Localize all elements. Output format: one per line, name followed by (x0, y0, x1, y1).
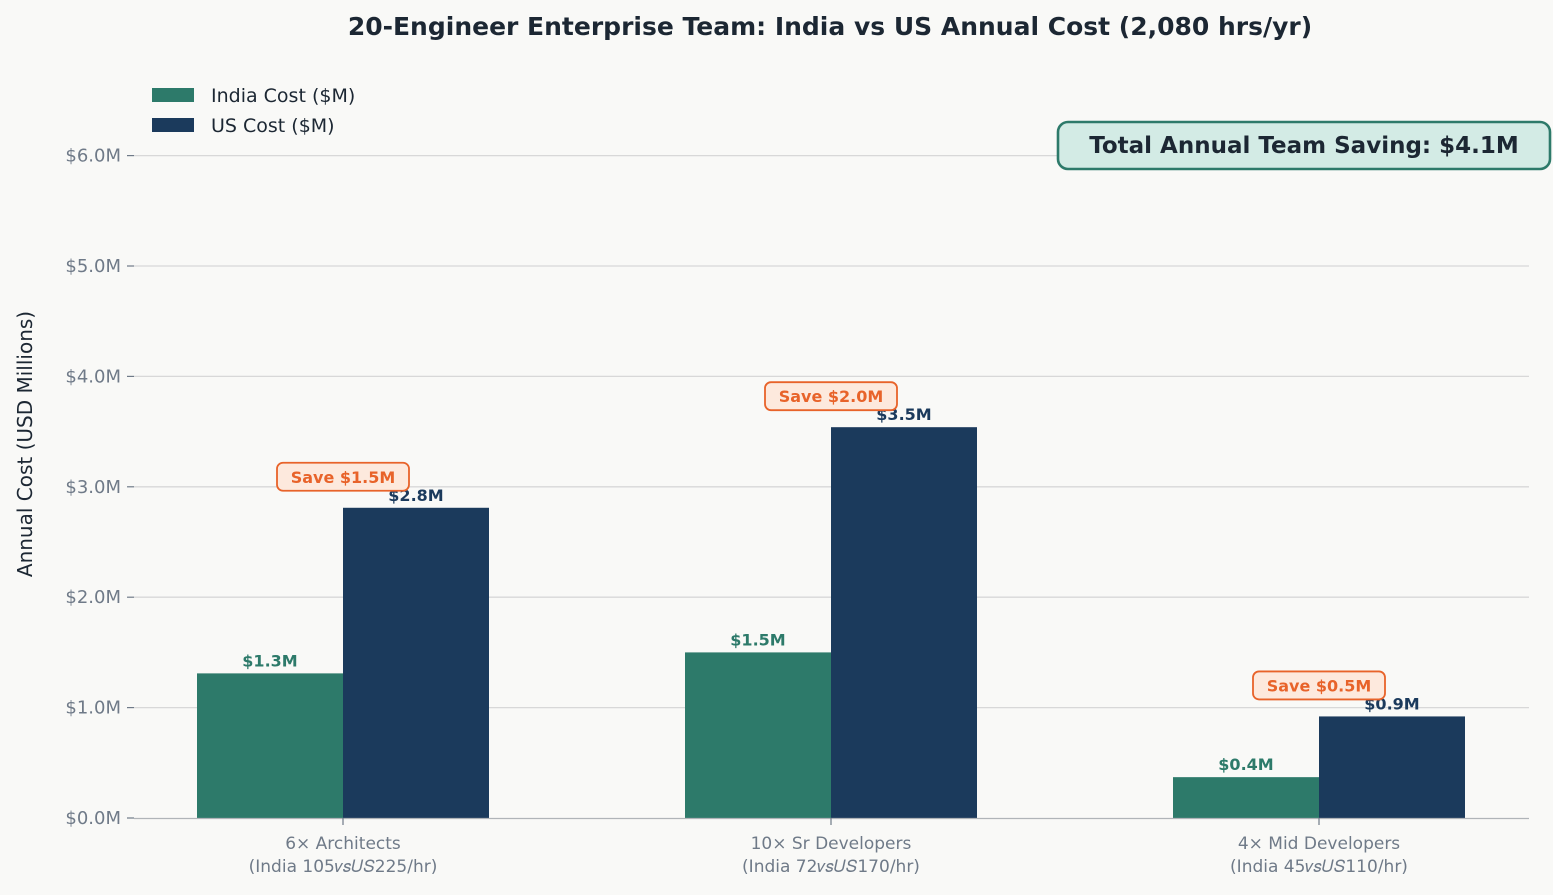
total-saving-annotation: Total Annual Team Saving: $4.1M (1056, 120, 1552, 171)
y-tick-label: $2.0M (65, 587, 121, 608)
savings-callout-box (1252, 670, 1386, 701)
savings-callout-box (276, 461, 410, 492)
y-tick-label: $1.0M (65, 698, 121, 719)
savings-callout-text: Save $0.5M (1267, 676, 1372, 695)
data-label-india: $0.4M (1218, 755, 1273, 774)
y-tick-label: $6.0M (65, 146, 121, 167)
y-tick-label: $3.0M (65, 477, 121, 498)
savings-callout-box (764, 381, 898, 412)
data-label-india: $1.5M (730, 630, 785, 649)
x-axis: 6× Architects (India 105𝑣𝑠𝑈𝑆225/hr) 10× Sr… (134, 817, 1529, 877)
x-category-label: 4× Mid Developers (India 45𝑣𝑠𝑈𝑆110/hr) (1230, 834, 1408, 877)
bar-us (831, 427, 977, 818)
y-tick-label: $4.0M (65, 366, 121, 387)
savings-callout-text: Save $2.0M (779, 387, 884, 406)
x-category-label: 10× Sr Developers (India 72𝑣𝑠𝑈𝑆170/hr) (742, 834, 920, 877)
y-tick-label: $0.0M (65, 808, 121, 829)
legend-label-us: US Cost ($M) (211, 115, 335, 137)
legend-label-india: India Cost ($M) (211, 85, 355, 107)
data-label-india: $1.3M (242, 651, 297, 670)
total-saving-box (1056, 120, 1552, 171)
bar-india (1173, 777, 1319, 818)
chart-title: 20-Engineer Enterprise Team: India vs US… (348, 12, 1312, 41)
total-saving-text: Total Annual Team Saving: $4.1M (1089, 133, 1519, 159)
y-tick-label: $5.0M (65, 256, 121, 277)
legend-swatch-us (152, 118, 194, 132)
bar-india (685, 652, 831, 818)
bar-us (343, 507, 489, 818)
legend-swatch-india (152, 88, 194, 102)
x-category-label: 6× Architects (India 105𝑣𝑠𝑈𝑆225/hr) (249, 834, 438, 877)
bars (197, 427, 1465, 818)
y-axis: $0.0M $1.0M $2.0M $3.0M $4.0M $5.0M $6.0M (65, 146, 134, 829)
bar-us (1319, 716, 1465, 818)
bar-india (197, 673, 343, 818)
savings-callout-text: Save $1.5M (291, 468, 396, 487)
legend: India Cost ($M) US Cost ($M) (152, 85, 355, 137)
y-axis-label: Annual Cost (USD Millions) (13, 311, 37, 577)
